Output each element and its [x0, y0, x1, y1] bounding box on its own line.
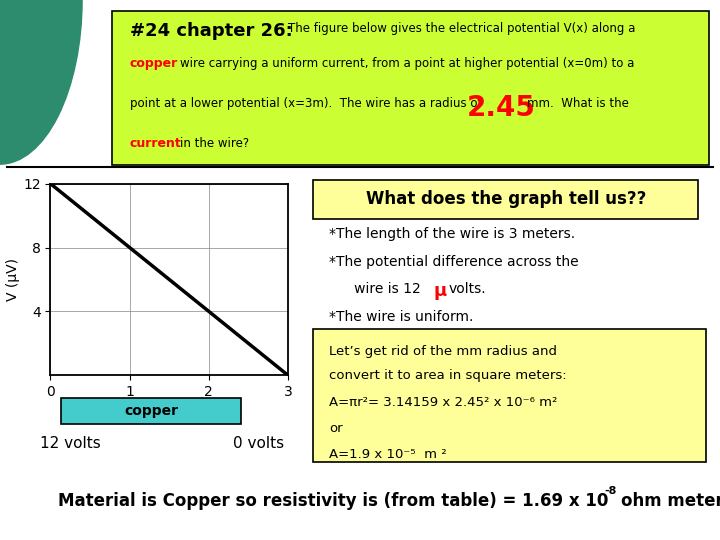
Text: or: or: [329, 422, 343, 435]
Text: The figure below gives the electrical potential V(x) along a: The figure below gives the electrical po…: [288, 22, 635, 35]
Text: mm.  What is the: mm. What is the: [527, 97, 629, 110]
Y-axis label: V (μV): V (μV): [6, 258, 20, 301]
Text: convert it to area in square meters:: convert it to area in square meters:: [329, 369, 567, 382]
Text: wire carrying a uniform current, from a point at higher potential (x=0m) to a: wire carrying a uniform current, from a …: [180, 57, 635, 70]
Text: A=1.9 x 10⁻⁵  m ²: A=1.9 x 10⁻⁵ m ²: [329, 448, 446, 462]
FancyBboxPatch shape: [313, 329, 706, 462]
Text: #24 chapter 26:: #24 chapter 26:: [130, 22, 292, 39]
Text: A=πr²= 3.14159 x 2.45² x 10⁻⁶ m²: A=πr²= 3.14159 x 2.45² x 10⁻⁶ m²: [329, 395, 557, 409]
Circle shape: [0, 0, 82, 164]
Text: Material is Copper so resistivity is (from table) = 1.69 x 10: Material is Copper so resistivity is (fr…: [58, 492, 608, 510]
Text: copper: copper: [130, 57, 178, 70]
Text: wire is 12: wire is 12: [341, 282, 425, 296]
Text: copper: copper: [124, 404, 179, 418]
Text: 12 volts: 12 volts: [40, 436, 101, 451]
FancyBboxPatch shape: [112, 11, 709, 165]
Text: current: current: [130, 137, 181, 150]
FancyBboxPatch shape: [313, 180, 698, 219]
X-axis label: x (m): x (m): [150, 404, 188, 418]
Text: *The length of the wire is 3 meters.: *The length of the wire is 3 meters.: [329, 227, 575, 241]
Text: 2.45: 2.45: [467, 94, 536, 122]
Text: point at a lower potential (x=3m).  The wire has a radius of: point at a lower potential (x=3m). The w…: [130, 97, 481, 110]
Text: Let’s get rid of the mm radius and: Let’s get rid of the mm radius and: [329, 345, 557, 358]
Text: volts.: volts.: [449, 282, 486, 296]
Text: -8: -8: [604, 485, 616, 496]
FancyBboxPatch shape: [61, 398, 241, 424]
Text: *The wire is uniform.: *The wire is uniform.: [329, 310, 473, 324]
Text: μ: μ: [433, 282, 447, 300]
Text: What does the graph tell us??: What does the graph tell us??: [366, 190, 646, 208]
Text: ohm meters: ohm meters: [621, 492, 720, 510]
Text: *The potential difference across the: *The potential difference across the: [329, 255, 579, 269]
Text: 0 volts: 0 volts: [233, 436, 284, 451]
Text: in the wire?: in the wire?: [180, 137, 249, 150]
